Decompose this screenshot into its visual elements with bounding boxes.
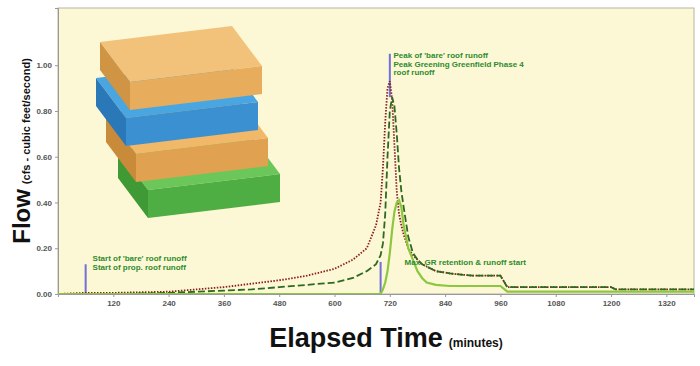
x-tick-mark	[169, 294, 170, 297]
y-tick-label: 0.60	[36, 153, 52, 162]
x-tick-label: 360	[218, 299, 232, 308]
y-tick: 0.40	[36, 199, 58, 208]
chart: 120 240 360 480 600 720 840 960 1080 1200 1320 0.00…	[0, 0, 700, 366]
annotation: Peak of 'bare' roof runoff	[394, 51, 489, 60]
y-tick-label: 0.00	[36, 290, 52, 299]
x-tick: 720	[384, 294, 398, 308]
x-tick: 240	[162, 294, 176, 308]
x-axis: 120 240 360 480 600 720 840 960 1080 1200 1320	[59, 294, 695, 308]
x-tick-mark	[279, 294, 280, 297]
x-tick: 480	[273, 294, 287, 308]
x-tick: 1080	[547, 294, 565, 308]
y-tick-mark	[55, 248, 58, 249]
sponge-front	[126, 102, 258, 146]
x-tick: 360	[218, 294, 232, 308]
sponge-illustration	[96, 26, 280, 218]
series-line	[58, 97, 694, 294]
y-axis-title-main: Flow	[8, 189, 35, 244]
x-tick-mark	[445, 294, 446, 297]
annotation: Max. GR retention & runoff start	[405, 258, 527, 267]
annotation: Start of prop. roof runoff	[93, 263, 187, 272]
x-tick-label: 720	[384, 299, 398, 308]
y-tick: 0.20	[36, 244, 58, 253]
y-axis-line	[55, 9, 59, 295]
series-line	[58, 200, 694, 294]
x-tick-label: 240	[162, 299, 176, 308]
y-tick-mark	[55, 65, 58, 66]
x-tick-label: 120	[107, 299, 121, 308]
reference-line	[85, 264, 87, 294]
y-axis: 0.00 0.20 0.40 0.60 0.80 1.00	[36, 9, 58, 300]
x-tick-mark	[611, 294, 612, 297]
y-tick: 0.60	[36, 153, 58, 162]
x-tick: 840	[439, 294, 453, 308]
x-tick: 1200	[603, 294, 621, 308]
y-tick: 0.80	[36, 107, 58, 116]
reference-line	[380, 262, 382, 294]
x-axis-title-units: (minutes)	[449, 336, 503, 350]
y-tick: 0.00	[36, 290, 58, 299]
x-tick-label: 840	[439, 299, 453, 308]
x-tick-mark	[500, 294, 501, 297]
annotations: Start of 'bare' roof runoffStart of prop…	[93, 51, 527, 272]
x-tick: 120	[107, 294, 121, 308]
sponge-front	[136, 138, 268, 182]
plot-area	[58, 8, 694, 294]
y-tick: 1.00	[36, 61, 58, 70]
y-tick-mark	[55, 111, 58, 112]
x-tick-label: 480	[273, 299, 287, 308]
x-tick: 960	[494, 294, 508, 308]
annotation: Start of 'bare' roof runoff	[93, 254, 187, 263]
series-line	[58, 81, 694, 294]
x-tick-label: 1200	[603, 299, 621, 308]
y-tick-label: 1.00	[36, 61, 52, 70]
x-tick: 600	[328, 294, 342, 308]
y-tick-label: 0.20	[36, 244, 52, 253]
sponge-front	[148, 174, 280, 218]
y-tick-label: 0.80	[36, 107, 52, 116]
x-tick-mark	[335, 294, 336, 297]
y-axis-title-units: (cfs - cubic feet/second)	[20, 58, 32, 184]
annotation: roof runoff	[394, 68, 435, 77]
x-tick-mark	[113, 294, 114, 297]
x-axis-title: Elapsed Time (minutes)	[269, 323, 503, 353]
y-tick-mark	[55, 294, 58, 295]
y-tick-mark	[55, 157, 58, 158]
plot-marks	[58, 54, 694, 294]
sponge-side	[100, 42, 130, 110]
y-tick-label: 0.40	[36, 199, 52, 208]
x-tick-label: 600	[328, 299, 342, 308]
y-axis-title: Flow (cfs - cubic feet/second)	[8, 58, 35, 244]
x-tick-label: 960	[494, 299, 508, 308]
x-tick-mark	[390, 294, 391, 297]
x-axis-line	[59, 295, 695, 298]
x-tick-mark	[224, 294, 225, 297]
x-tick-label: 1320	[658, 299, 676, 308]
x-tick-mark	[556, 294, 557, 297]
x-tick-mark	[666, 294, 667, 297]
x-tick-label: 1080	[547, 299, 565, 308]
x-axis-title-main: Elapsed Time	[269, 323, 443, 353]
x-tick: 1320	[658, 294, 676, 308]
sponge-front	[130, 66, 262, 110]
y-tick-mark	[55, 202, 58, 203]
